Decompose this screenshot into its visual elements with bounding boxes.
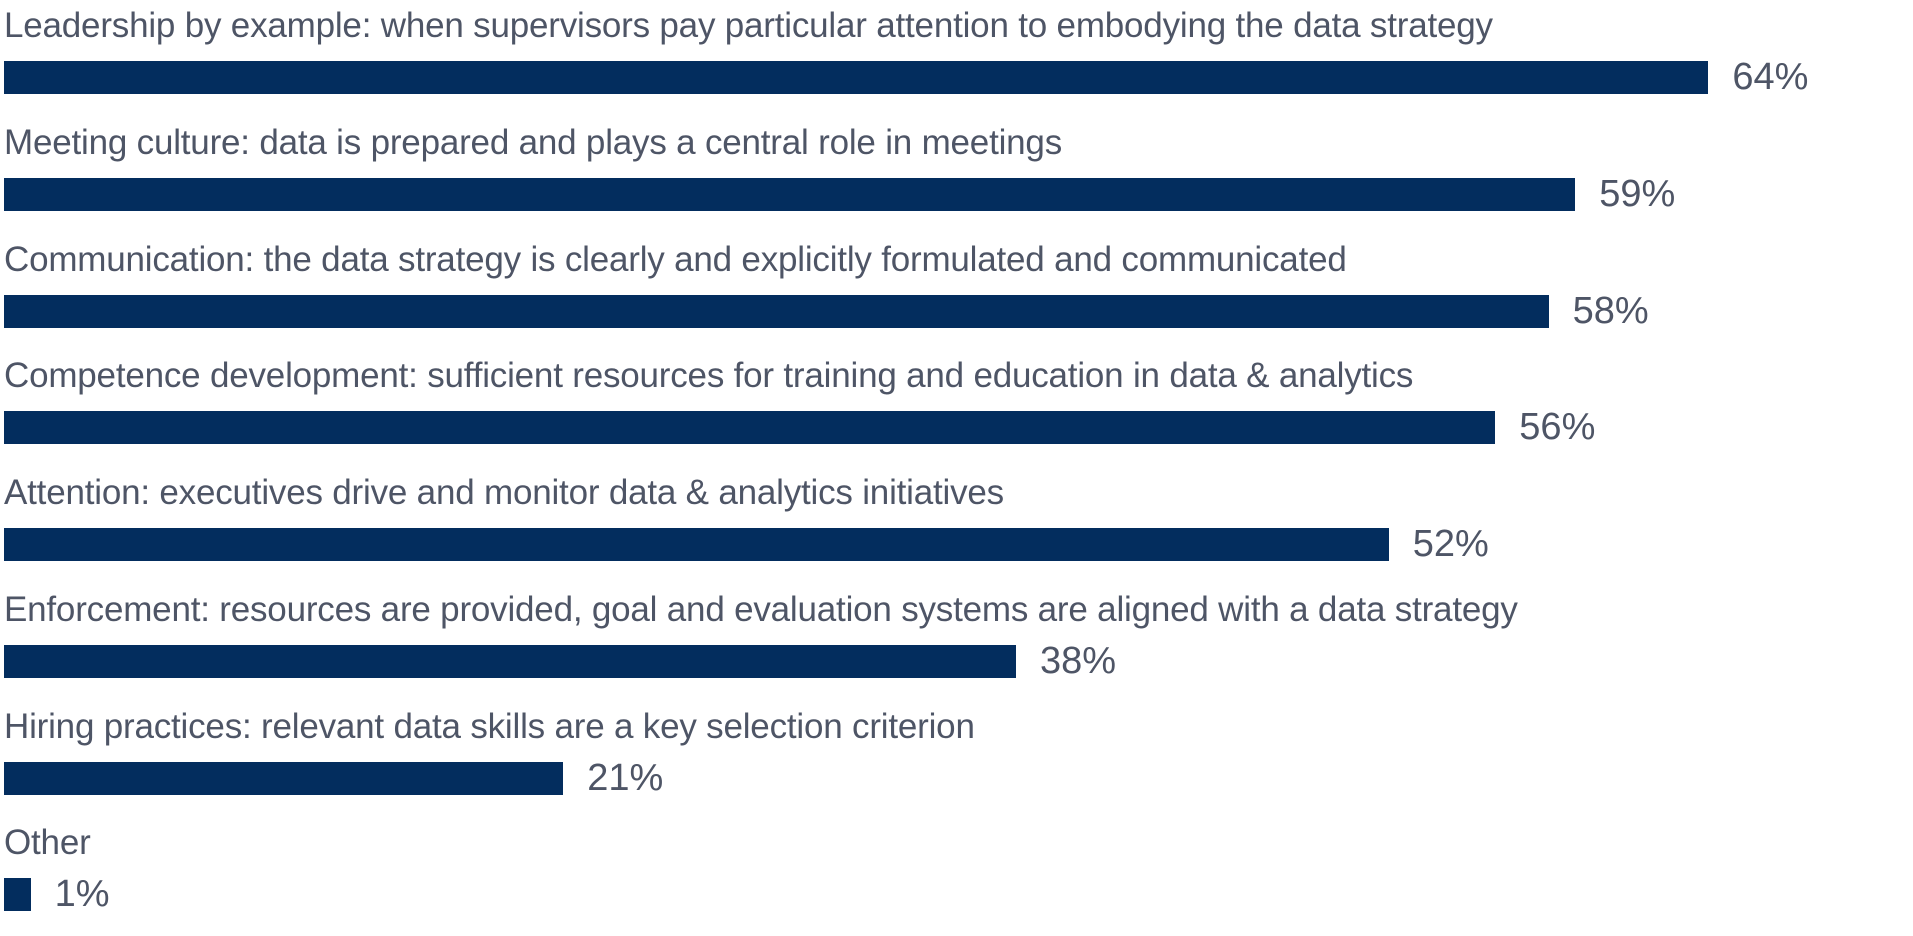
bar-row: Meeting culture: data is prepared and pl… [4,119,1913,236]
bar-line: 64% [4,56,1913,99]
value-label: 21% [587,756,664,799]
bar-row: Communication: the data strategy is clea… [4,236,1913,353]
bar-line: 38% [4,640,1913,683]
bar-line: 1% [4,873,1913,916]
bar-row: Leadership by example: when supervisors … [4,2,1913,119]
value-label: 59% [1599,172,1676,215]
category-label: Attention: executives drive and monitor … [4,473,1004,512]
category-label: Communication: the data strategy is clea… [4,239,1347,279]
bar [4,177,1576,211]
bar [4,411,1496,445]
bar [4,528,1389,561]
category-label: Other [4,823,91,863]
value-label: 38% [1039,639,1117,682]
bar-row: Attention: executives drive and monitor … [4,469,1913,586]
category-label: Enforcement: resources are provided, goa… [4,589,1518,629]
bar-line: 21% [4,757,1913,800]
bar [4,294,1549,328]
category-label: Leadership by example: when supervisors … [4,6,1493,45]
value-label: 64% [1732,56,1809,98]
bar [4,761,564,795]
category-label: Competence development: sufficient resou… [4,356,1414,396]
value-label: 56% [1519,406,1596,449]
bar [4,644,1016,678]
bar-row: Hiring practices: relevant data skills a… [4,703,1913,820]
bar-row: Other 1% [4,819,1913,936]
bar-line: 56% [4,406,1913,449]
bar-line: 52% [4,523,1913,566]
bar-row: Competence development: sufficient resou… [4,352,1913,469]
category-label: Hiring practices: relevant data skills a… [4,706,975,746]
bar-line: 59% [4,173,1913,216]
value-label: 1% [54,873,110,916]
bar [4,61,1709,94]
value-label: 58% [1572,289,1649,332]
bar [4,878,31,912]
bar-line: 58% [4,290,1913,333]
category-label: Meeting culture: data is prepared and pl… [4,122,1062,162]
bar-row: Enforcement: resources are provided, goa… [4,586,1913,703]
value-label: 52% [1412,523,1489,565]
